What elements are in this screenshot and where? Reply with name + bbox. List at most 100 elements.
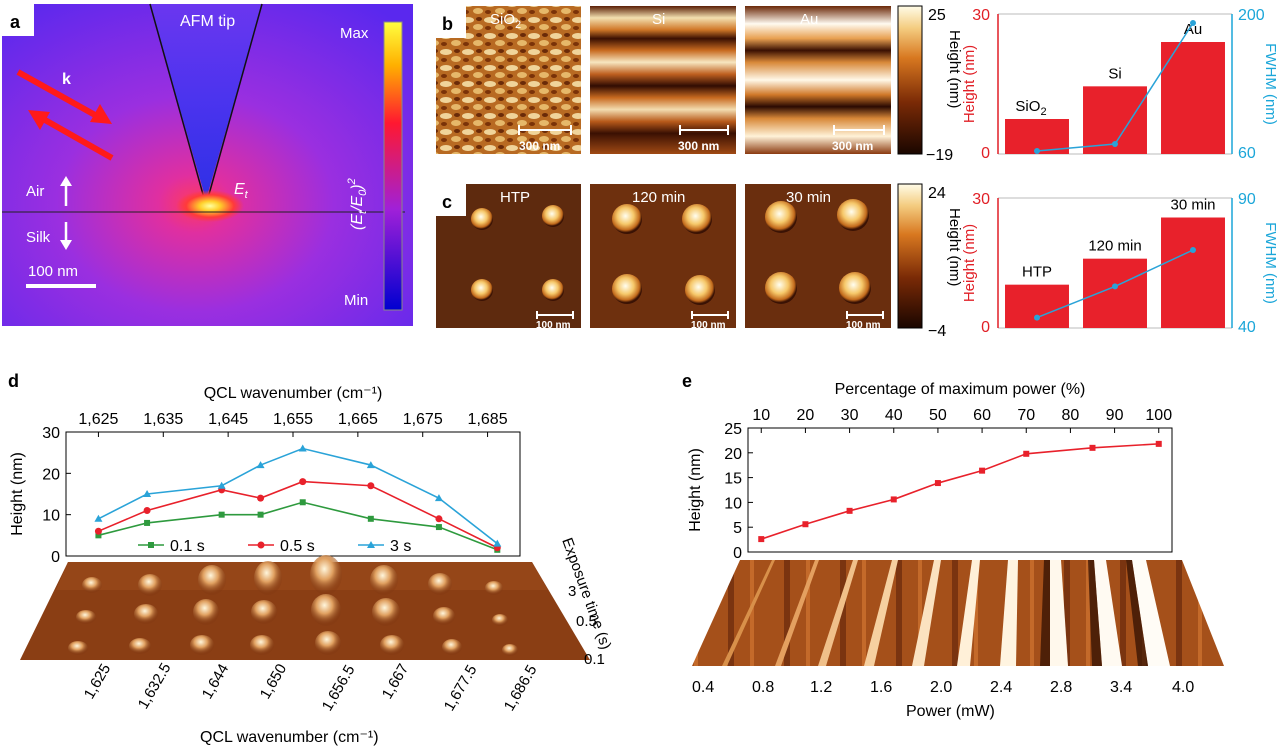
bar-au [1161, 42, 1225, 154]
image-label-sio2: SiO2 [490, 11, 521, 31]
colorbar-title: (Et/E0)2 [346, 178, 369, 230]
afm-image-120min [590, 184, 736, 328]
colorbar-b-max: 25 [928, 7, 946, 24]
series-line-0.1-s [98, 501, 498, 551]
x-tick-label: 1,665 [338, 411, 378, 428]
y-tick-label: 10 [42, 508, 60, 525]
scale-label-30: 100 nm [846, 320, 881, 331]
air-up-arrow [60, 176, 72, 206]
marker-triangle [217, 481, 226, 489]
bar-category-label: SiO2 [1015, 98, 1046, 118]
panel-b-label: b [442, 14, 453, 34]
colorbar-c-max: 24 [928, 185, 946, 202]
xb-tick-5: 1,667 [379, 661, 412, 702]
marker-circle [143, 507, 151, 515]
e-xb-tick-6: 2.8 [1050, 679, 1072, 696]
colorbar-max-label: Max [340, 25, 369, 42]
d-xlabel-bottom: QCL wavenumber (cm⁻¹) [200, 729, 379, 746]
marker-square [257, 511, 264, 518]
y-tick-label: 5 [733, 520, 742, 537]
panel-e: e 0 5 10 15 20 25 10 20 30 40 50 60 70 80 90 100 Percent… [682, 371, 1224, 720]
marker-square [95, 532, 102, 539]
silk-down-arrow [60, 222, 72, 250]
chart-b-bars: 30 0 200 60 Height (nm) FWHM (nm) SiO2 Si Au [961, 7, 1279, 162]
bar-30-min [1161, 217, 1225, 328]
x-axis-title: QCL wavenumber (cm⁻¹) [204, 385, 383, 402]
plot-frame [747, 427, 1173, 553]
panel-a-label: a [10, 12, 21, 32]
xb-tick-2: 1,644 [199, 661, 232, 702]
marker-triangle [256, 461, 265, 469]
marker-circle [257, 494, 265, 502]
x-tick-label: 1,675 [403, 411, 443, 428]
fwhm-point [1034, 314, 1040, 321]
image-label-au: Au [800, 11, 818, 28]
afm-3d-surface-d [20, 555, 590, 660]
xb-tick-6: 1,677.5 [441, 662, 481, 714]
y2-tick-label: 90 [1238, 191, 1256, 208]
panel-e-label: e [682, 371, 692, 391]
bar-category-label: 30 min [1170, 197, 1215, 214]
y-axis-title: Height (nm) [687, 448, 704, 532]
marker-square [846, 507, 853, 514]
marker-square [148, 542, 154, 548]
fwhm-point [1034, 148, 1040, 154]
marker-circle [94, 527, 102, 535]
x-tick-label: 80 [1062, 407, 1080, 424]
marker-triangle [94, 514, 103, 522]
afm-tip-shape [150, 4, 262, 200]
marker-circle [257, 541, 265, 549]
y-tick-label: 20 [42, 466, 60, 483]
colorbar-field [383, 21, 403, 311]
scale-label-au: 300 nm [832, 139, 873, 153]
e-xb-tick-2: 1.2 [810, 679, 832, 696]
y-axis-title: Height (nm) [961, 45, 978, 123]
e-xb-tick-4: 2.0 [930, 679, 952, 696]
x-tick-label: 20 [797, 407, 815, 424]
colorbar-min-label: Min [344, 292, 368, 309]
marker-circle [299, 478, 307, 486]
marker-square [435, 524, 442, 531]
series-line-3-s [98, 447, 498, 545]
image-label-30min: 30 min [786, 189, 831, 206]
marker-triangle [367, 541, 375, 548]
marker-square [890, 496, 897, 503]
afm-3d-surface-e [692, 560, 1224, 666]
marker-square [1155, 440, 1162, 447]
e-xb-tick-3: 1.6 [870, 679, 892, 696]
xb-tick-0: 1,625 [81, 661, 114, 702]
panel-c-label: c [442, 192, 452, 212]
surface-ridges [722, 560, 1170, 666]
air-label: Air [26, 183, 44, 200]
legend-label: 0.5 s [280, 538, 315, 555]
x-tick-label: 100 [1145, 407, 1172, 424]
colorbar-c [897, 183, 923, 329]
x-tick-label: 1,635 [143, 411, 183, 428]
marker-square [934, 480, 941, 487]
x-tick-label: 70 [1017, 407, 1035, 424]
bar-category-label: HTP [1022, 264, 1052, 281]
y-tick-label: 0 [51, 549, 60, 566]
scale-bars-c [536, 311, 884, 319]
x-tick-label: 1,645 [208, 411, 248, 428]
panel-b: b SiO2 Si Au 300 nm 300 nm 300 nm 25 −19… [436, 5, 963, 164]
scale-bars-b [518, 125, 885, 135]
e-xb-tick-8: 4.0 [1172, 679, 1194, 696]
k-arrow-in [16, 69, 106, 123]
legend-label: 3 s [390, 538, 411, 555]
fwhm-point [1190, 247, 1196, 253]
y-tick-label: 30 [42, 425, 60, 442]
field-et-label: Et [234, 181, 249, 201]
fwhm-point [1112, 141, 1118, 147]
y-tick-label: 30 [972, 7, 990, 24]
silk-label: Silk [26, 229, 51, 246]
series-line-Height [760, 443, 1159, 540]
bar-htp [1005, 284, 1069, 328]
scale-bar-label: 100 nm [28, 263, 78, 280]
marker-square [1089, 444, 1096, 451]
y2-tick-label: 40 [1238, 319, 1256, 336]
y-axis-title: Height (nm) [961, 224, 978, 302]
fwhm-point [1190, 20, 1196, 26]
chart-e-line: 0 5 10 15 20 25 10 20 30 40 50 60 70 80 90 100 Percentag… [687, 381, 1173, 562]
scale-label-htp: 100 nm [536, 320, 571, 331]
